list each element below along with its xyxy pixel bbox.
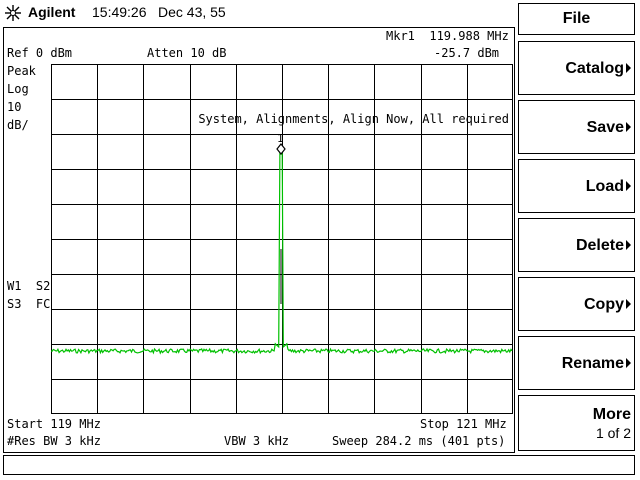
status-line [3,455,635,475]
submenu-arrow-icon [626,299,631,309]
spectrum-display: Mkr1 119.988 MHz Ref 0 dBm Atten 10 dB -… [3,27,515,453]
video-bandwidth: VBW 3 kHz [224,434,290,448]
marker-frequency: Mkr1 119.988 MHz [386,29,509,43]
more-page-indicator: 1 of 2 [595,425,631,441]
delete-label: Delete [575,237,624,254]
brand-label: Agilent [28,4,76,20]
spectrum-trace [51,149,513,355]
agilent-spark-icon [5,5,21,21]
submenu-arrow-icon [626,63,631,73]
submenu-arrow-icon [626,181,631,191]
rename-label: Rename [561,355,624,372]
alignment-message: System, Alignments, Align Now, All requi… [198,112,509,126]
save-button[interactable]: Save [518,100,635,154]
copy-label: Copy [584,296,624,313]
catalog-button[interactable]: Catalog [518,41,635,95]
attenuation: Atten 10 dB [147,46,227,60]
date: Dec 43, 55 [158,4,226,20]
submenu-arrow-icon [626,240,631,250]
stop-frequency: Stop 121 MHz [420,417,507,431]
title-bar: Agilent 15:49:26 Dec 43, 55 [0,0,516,26]
scale-value: 10 [7,100,22,114]
marker-number: 1 [277,132,284,145]
submenu-arrow-icon [626,122,631,132]
copy-button[interactable]: Copy [518,277,635,331]
marker-amplitude: -25.7 dBm [434,46,500,60]
start-frequency: Start 119 MHz [7,417,101,431]
delete-button[interactable]: Delete [518,218,635,272]
submenu-arrow-icon [626,358,631,368]
spectrum-graticule: 1 System, Alignments, Align Now, All req… [51,64,513,414]
load-label: Load [585,178,624,195]
load-button[interactable]: Load [518,159,635,213]
marker-diamond-icon [276,143,286,155]
more-label: More [592,406,631,423]
reference-level: Ref 0 dBm [7,46,73,60]
sweep-time: Sweep 284.2 ms (401 pts) [332,434,506,448]
trace-flags-2: S3 FC [7,297,51,311]
trace-flags-1: W1 S2 [7,279,51,293]
catalog-label: Catalog [565,60,624,77]
clock: 15:49:26 [92,4,147,20]
detector-label: Peak [7,64,36,78]
more-button[interactable]: More 1 of 2 [518,395,635,451]
softkey-menu-title: File [518,3,635,35]
scale-unit: dB/ [7,118,29,132]
save-label: Save [586,119,624,136]
rename-button[interactable]: Rename [518,336,635,390]
resolution-bandwidth: #Res BW 3 kHz [7,434,101,448]
scale-type: Log [7,82,29,96]
